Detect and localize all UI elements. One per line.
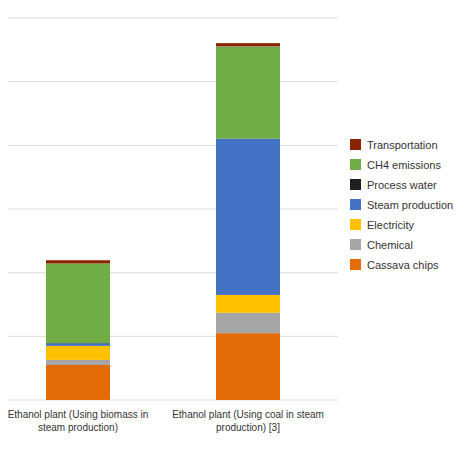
legend-label: Cassava chips <box>367 259 439 271</box>
bar-segment <box>46 360 110 365</box>
legend: Transportation CH4 emissions Process water… <box>350 139 453 271</box>
x-tick-label-line: production) [3] <box>216 422 280 433</box>
bars <box>46 43 280 400</box>
bar-segment <box>216 43 280 46</box>
bar-segment <box>216 295 280 313</box>
legend-swatch <box>350 199 361 210</box>
series <box>46 139 280 344</box>
series <box>46 333 280 400</box>
chart: Ethanol plant (Using biomass in steam pro… <box>0 0 474 474</box>
grid-line <box>8 18 338 19</box>
legend-swatch <box>350 219 361 230</box>
legend-label: Chemical <box>367 239 413 251</box>
grid <box>8 18 338 400</box>
legend-label: Electricity <box>367 219 415 231</box>
x-tick-label-line: Ethanol plant (Using coal in steam <box>172 409 324 420</box>
grid-line <box>8 81 338 82</box>
legend-swatch <box>350 179 361 190</box>
bar-segment <box>46 346 110 360</box>
series <box>46 43 280 263</box>
series <box>46 46 280 343</box>
x-tick-label-line: steam production) <box>38 422 118 433</box>
bar-segment <box>216 46 280 138</box>
x-axis: Ethanol plant (Using biomass in steam pro… <box>8 409 324 433</box>
legend-swatch <box>350 239 361 250</box>
grid-line <box>8 209 338 210</box>
legend-swatch <box>350 259 361 270</box>
bar-segment <box>46 263 110 343</box>
bar-segment <box>46 365 110 400</box>
bar-segment <box>46 343 110 346</box>
grid-line <box>8 145 338 146</box>
x-tick-label: Ethanol plant (Using coal in steam produc… <box>172 409 324 433</box>
legend-swatch <box>350 139 361 150</box>
series <box>46 139 280 346</box>
legend-label: CH4 emissions <box>367 159 441 171</box>
x-tick-label: Ethanol plant (Using biomass in steam pro… <box>8 409 149 433</box>
legend-label: Process water <box>367 179 437 191</box>
bar-segment <box>216 333 280 400</box>
bar-segment <box>216 139 280 295</box>
legend-label: Transportation <box>367 139 438 151</box>
x-tick-label-line: Ethanol plant (Using biomass in <box>8 409 149 420</box>
legend-label: Steam production <box>367 199 453 211</box>
legend-swatch <box>350 159 361 170</box>
bar-segment <box>46 260 110 263</box>
bar-segment <box>216 313 280 333</box>
